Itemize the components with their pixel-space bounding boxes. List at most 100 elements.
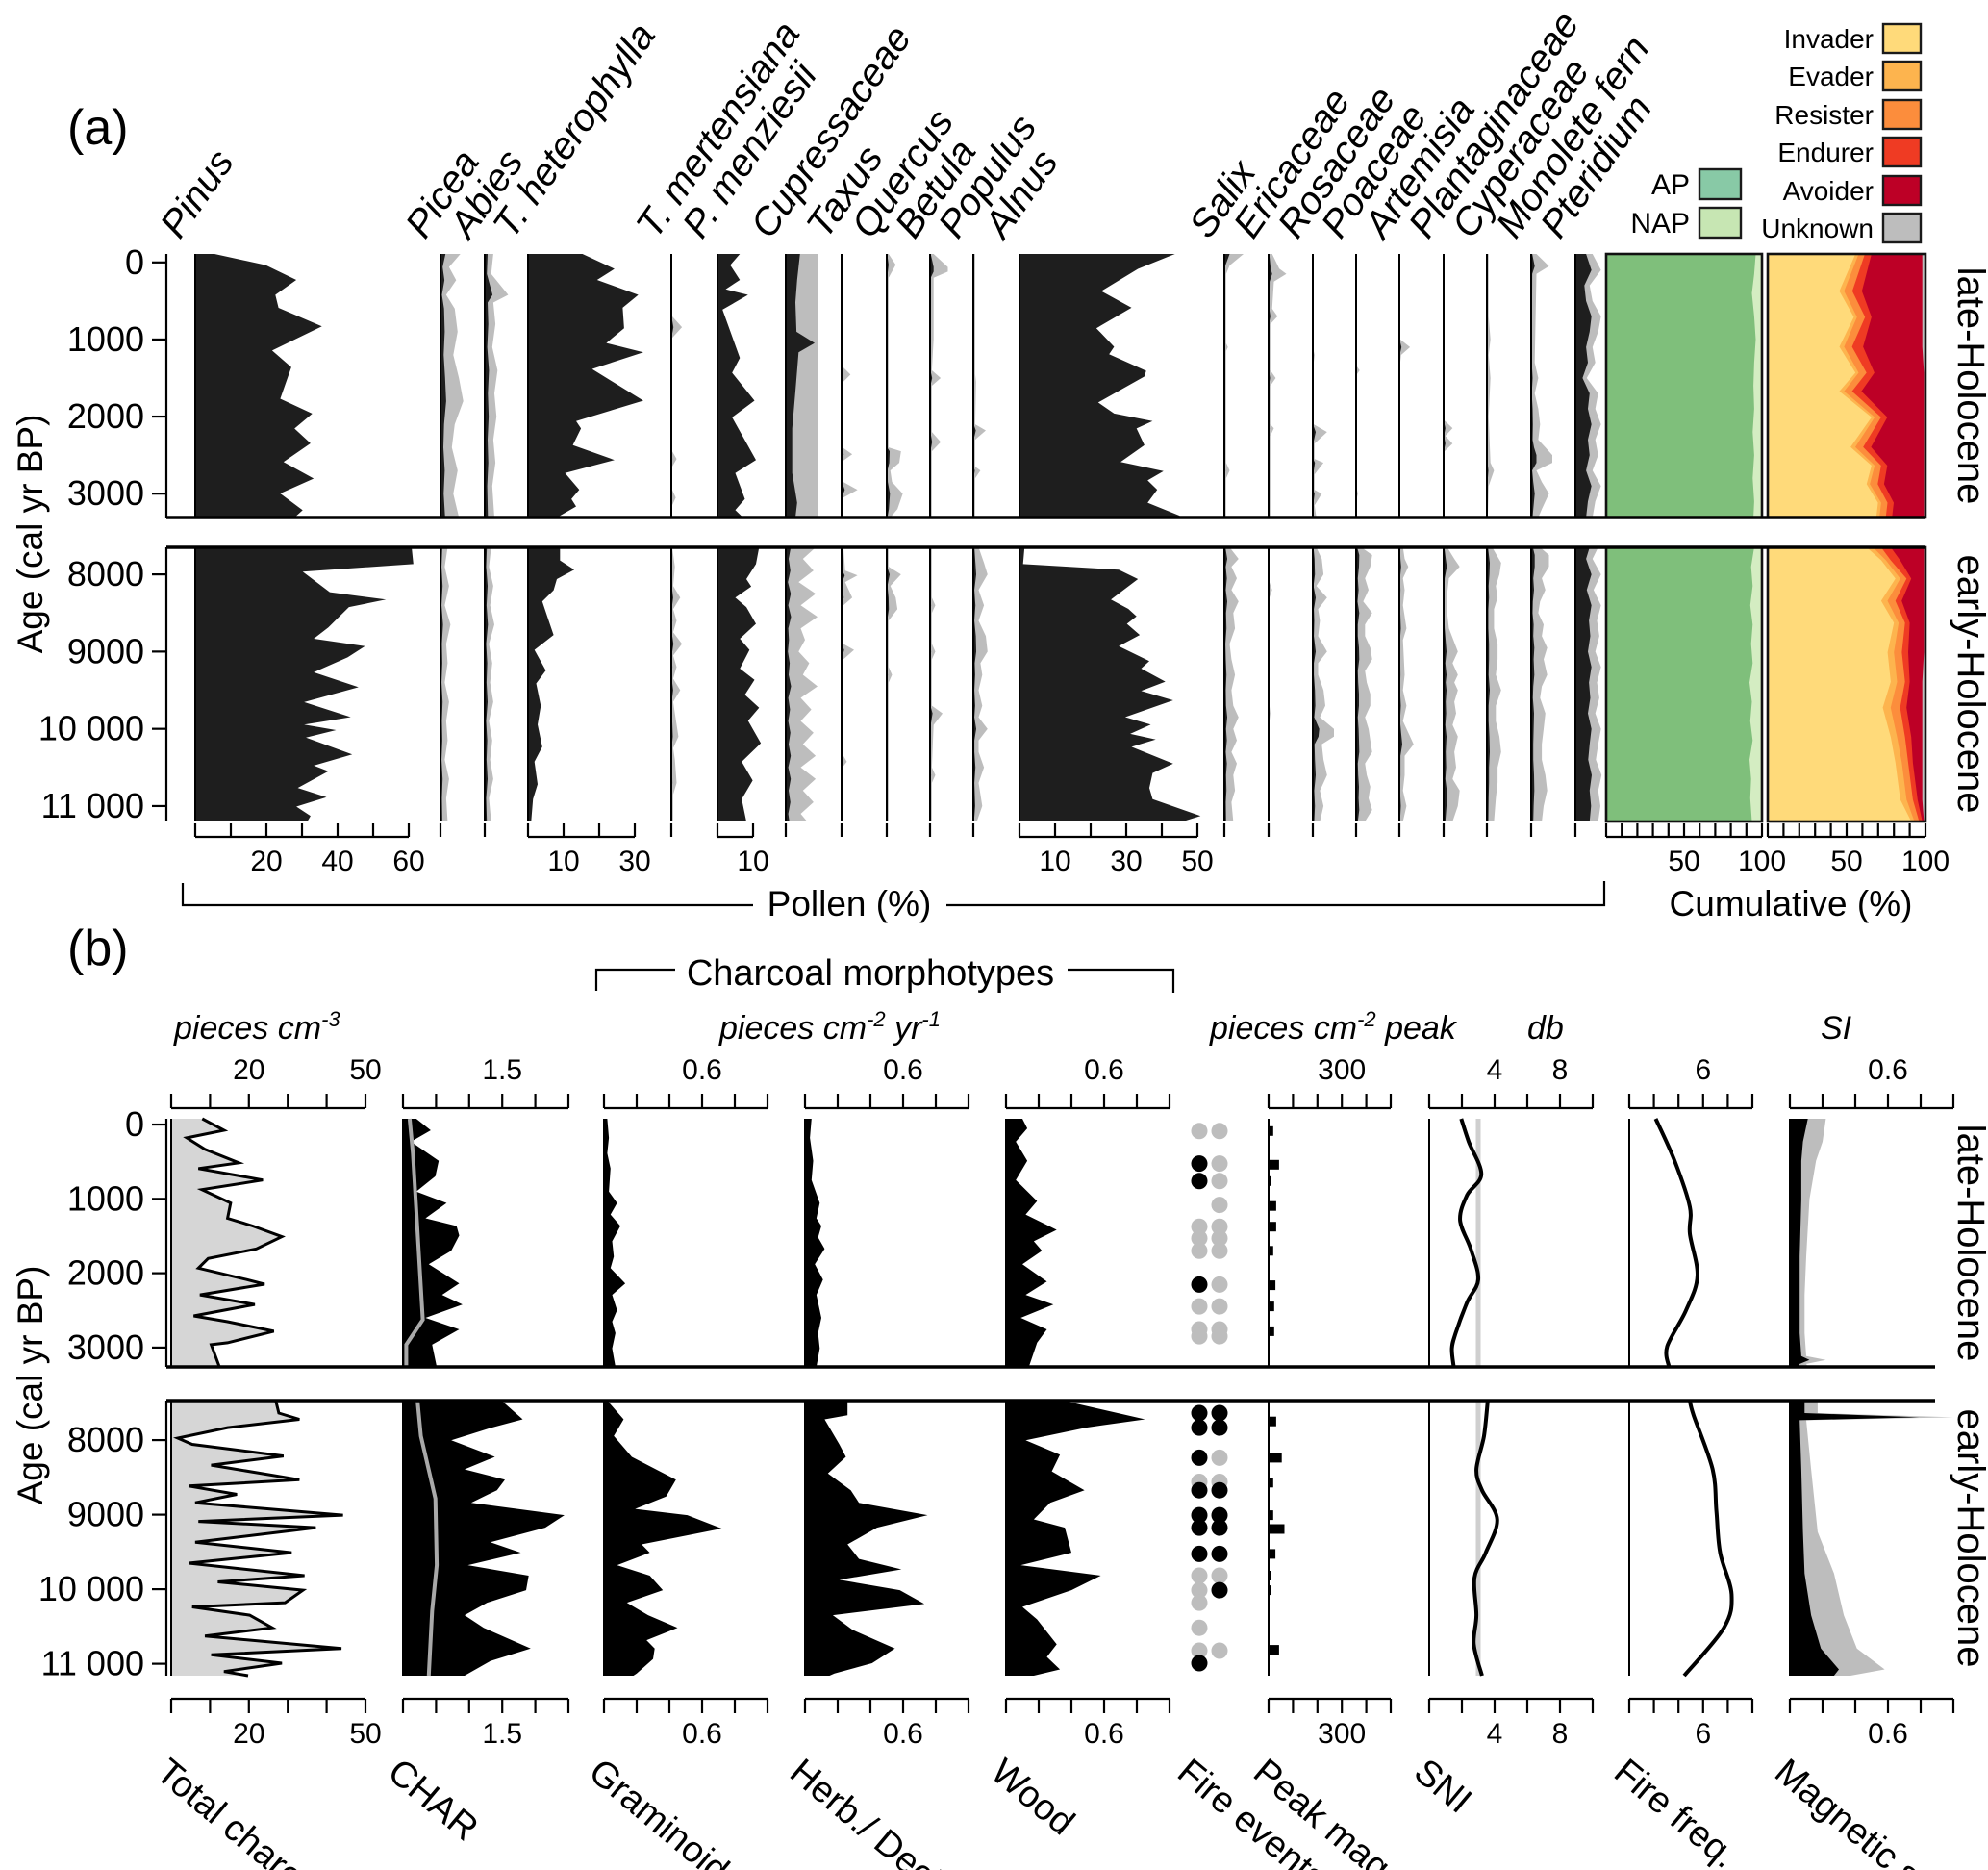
x-axis-tick-label-alnus: 50 bbox=[1181, 846, 1213, 877]
fire-event-dot-left bbox=[1191, 1655, 1208, 1672]
exaggeration-area-picea-early bbox=[440, 547, 451, 821]
bottom-axis-tick-label-sni: 8 bbox=[1552, 1718, 1569, 1750]
cumulative-axis-tick-label: 50 bbox=[1830, 846, 1862, 877]
fire-event-dot-right bbox=[1211, 1242, 1228, 1259]
fire-trait-area-invader-early bbox=[1768, 547, 1912, 821]
panel-label-a: (a) bbox=[67, 100, 129, 156]
magnetic-sus-area-late bbox=[1790, 1119, 1810, 1367]
graminoids-area-early bbox=[604, 1401, 722, 1676]
y-axis-tick-label: 0 bbox=[125, 242, 144, 282]
sni-curve-early bbox=[1472, 1400, 1499, 1677]
exaggeration-area-populus-early bbox=[973, 547, 988, 821]
unit-superscript: -2 bbox=[1357, 1007, 1376, 1031]
fire-event-dot-right bbox=[1211, 1197, 1228, 1214]
exaggeration-area-picea-late bbox=[440, 254, 464, 518]
pollen-area-monolete-fern-late bbox=[1531, 254, 1537, 518]
static-labels: (a) (b) Age (cal yr BP) Age (cal yr BP) … bbox=[11, 22, 1988, 1668]
fire-event-dot-left bbox=[1191, 1276, 1208, 1293]
exaggeration-area-cupressaceae-early bbox=[786, 547, 818, 821]
legend-label-avoider: Avoider bbox=[1783, 176, 1874, 206]
x-axis-tick-label-t-heterophylla: 30 bbox=[618, 846, 650, 877]
sni-curve-late bbox=[1449, 1118, 1484, 1368]
exaggeration-area-plantaginaceae-early bbox=[1444, 547, 1460, 821]
unit-text: peak bbox=[1376, 1010, 1458, 1047]
unit-superscript: -1 bbox=[921, 1007, 941, 1031]
unit-label-total-charcoal: pieces cm-3 bbox=[173, 1007, 340, 1047]
exaggeration-area-t-mertensiana-late bbox=[671, 254, 683, 518]
wood-area-late bbox=[1006, 1119, 1057, 1367]
pollen-area-pteridium-early bbox=[1575, 547, 1592, 821]
pollen-area-cupressaceae-early bbox=[786, 547, 792, 821]
exaggeration-area-poaceae-early bbox=[1356, 547, 1372, 821]
fire-freq-curve-late bbox=[1653, 1118, 1699, 1368]
panel-label-b: (b) bbox=[67, 921, 129, 976]
wood-area-early bbox=[1006, 1401, 1145, 1676]
exaggeration-area-monolete-fern-late bbox=[1531, 254, 1552, 518]
unit-superscript: -3 bbox=[321, 1007, 340, 1031]
pollen-area-rosaceae-early bbox=[1313, 547, 1320, 821]
unit-label-peak: pieces cm-2 peak bbox=[1209, 1007, 1458, 1047]
top-axis-tick-label-peak-mag: 300 bbox=[1318, 1054, 1366, 1086]
y-axis-tick-label: 9000 bbox=[67, 1495, 144, 1534]
char-background-line-late bbox=[404, 1118, 425, 1367]
legend-swatch-invader bbox=[1881, 22, 1923, 55]
magnetic-sus-secondary-area-early bbox=[1790, 1401, 1953, 1676]
y-axis-tick-label: 2000 bbox=[67, 1253, 144, 1293]
y-axis-tick-label: 1000 bbox=[67, 1178, 144, 1218]
exaggeration-area-rosaceae-early bbox=[1313, 547, 1334, 821]
fire-trait-area-invader-late bbox=[1768, 254, 1878, 518]
magnetic-sus-area-early bbox=[1790, 1401, 1920, 1676]
fire-event-dot-left bbox=[1191, 1642, 1208, 1659]
exaggeration-area-taxus-late bbox=[842, 254, 858, 518]
pollen-area-pinus-early bbox=[195, 547, 414, 821]
y-axis-tick-label: 2000 bbox=[67, 396, 144, 436]
exaggeration-area-betula-late bbox=[930, 254, 948, 518]
peak-magnitude-bar bbox=[1269, 1246, 1273, 1256]
x-axis-tick-label-alnus: 30 bbox=[1110, 846, 1142, 877]
pollen-area-p-menziesii-late bbox=[717, 254, 756, 518]
exaggeration-area-monolete-fern-early bbox=[1531, 547, 1549, 821]
unit-text: pieces cm bbox=[718, 1010, 867, 1047]
unit-text: pieces cm bbox=[173, 1010, 321, 1047]
fire-event-dot-right bbox=[1211, 1173, 1228, 1190]
exaggeration-area-cyperaceae-early bbox=[1487, 547, 1501, 821]
fire-event-dot-right bbox=[1211, 1123, 1228, 1140]
fire-event-dot-left bbox=[1191, 1419, 1208, 1436]
y-axis-tick-label: 9000 bbox=[67, 631, 144, 670]
total-charcoal-line-early bbox=[173, 1400, 343, 1678]
unit-superscript: -2 bbox=[867, 1007, 886, 1031]
bottom-axis-tick-label-peak-mag: 300 bbox=[1318, 1718, 1366, 1750]
legend-swatch-endurer bbox=[1881, 136, 1923, 168]
pollen-area-cupressaceae-late bbox=[786, 254, 815, 518]
unit-label-morphotypes: pieces cm-2 yr-1 bbox=[718, 1007, 941, 1047]
pollen-area-t-heterophylla-late bbox=[528, 254, 643, 518]
cumulative-axis-tick-label: 100 bbox=[1738, 846, 1786, 877]
bottom-axis-tick-label-total-charcoal: 20 bbox=[233, 1718, 264, 1750]
fire-event-dot-right bbox=[1211, 1567, 1228, 1584]
x-axis-tick-label-p-menziesii: 10 bbox=[737, 846, 768, 877]
zone-label-late-a: late-Holocene bbox=[1950, 267, 1988, 505]
y-axis-tick-label: 0 bbox=[125, 1104, 144, 1144]
exaggeration-area-quercus-early bbox=[887, 547, 901, 821]
fire-event-dot-right bbox=[1211, 1419, 1228, 1436]
y-axis-title-b: Age (cal yr BP) bbox=[11, 1266, 50, 1505]
legend-label-resister: Resister bbox=[1774, 100, 1874, 130]
fire-event-dot-left bbox=[1191, 1242, 1208, 1259]
fire-event-dot-left bbox=[1191, 1545, 1208, 1562]
y-axis-tick-label: 1000 bbox=[67, 319, 144, 359]
morphotypes-bracket-right bbox=[1068, 968, 1175, 993]
bottom-axis-tick-label-magnetic-sus: 0.6 bbox=[1868, 1718, 1908, 1750]
pollen-area-pinus-late bbox=[195, 254, 322, 518]
fire-event-dot-right bbox=[1211, 1519, 1228, 1536]
y-axis-tick-label: 8000 bbox=[67, 554, 144, 594]
legend-label-nap: NAP bbox=[1630, 208, 1690, 240]
ap-area-late bbox=[1606, 254, 1756, 518]
top-axis-tick-label-herb-decid: 0.6 bbox=[883, 1054, 923, 1086]
cumulative-axis-title: Cumulative (%) bbox=[1670, 884, 1913, 923]
bottom-axis-tick-label-total-charcoal: 50 bbox=[349, 1718, 381, 1750]
legend-label-unknown: Unknown bbox=[1761, 214, 1874, 243]
fire-event-dot-left bbox=[1191, 1123, 1208, 1140]
peak-magnitude-bar bbox=[1269, 1125, 1273, 1136]
fire-event-dot-left bbox=[1191, 1327, 1208, 1345]
fire-event-dot-left bbox=[1191, 1481, 1208, 1499]
